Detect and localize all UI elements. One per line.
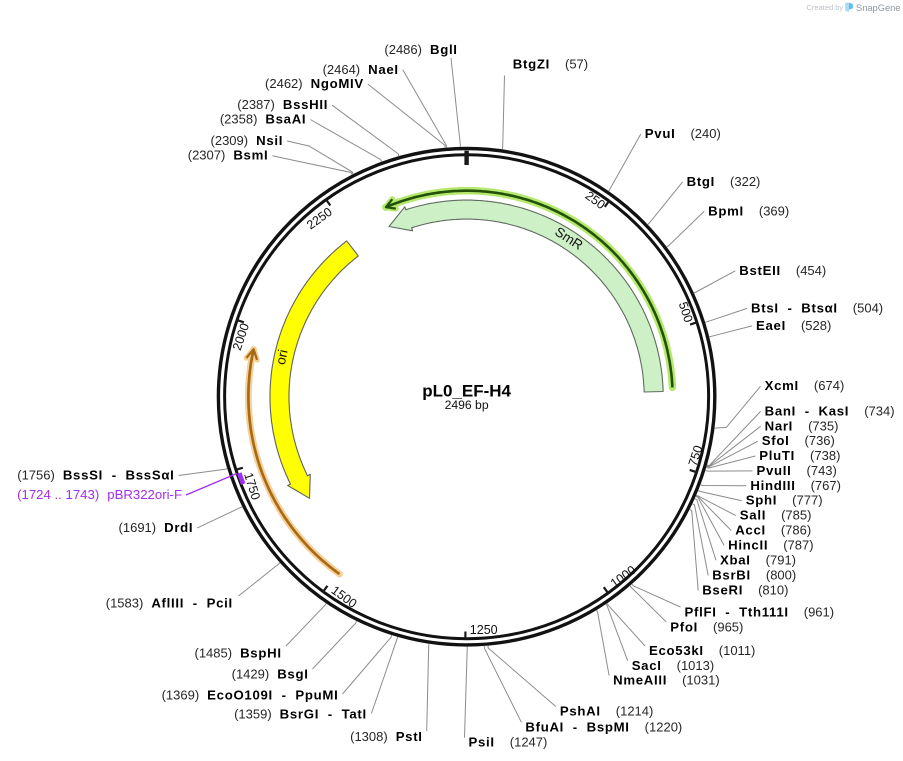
svg-text:EaeI(528): EaeI (528) [756,318,831,333]
svg-text:BanI - KasI(734): BanI - KasI (734) [765,403,895,418]
svg-text:BtsI - BtsαI(504): BtsI - BtsαI (504) [751,300,883,315]
svg-text:(1359)BsrGI - TatI: (1359) BsrGI - TatI [234,706,367,721]
svg-text:BfuAI - BspMI(1220): BfuAI - BspMI (1220) [525,719,682,734]
svg-text:(2307)BsmI: (2307) BsmI [188,148,269,163]
svg-text:(1583)AflIII - PciI: (1583) AflIII - PciI [106,596,233,611]
svg-text:SalI(785): SalI (785) [740,508,812,523]
svg-text:PfoI(965): PfoI (965) [670,620,743,635]
svg-text:500: 500 [676,300,696,324]
svg-text:SphI(777): SphI (777) [746,493,823,508]
svg-text:750: 750 [686,444,706,468]
svg-text:1250: 1250 [470,623,498,637]
svg-text:Created by: Created by [807,3,844,12]
svg-text:(2462)NgoMIV: (2462) NgoMIV [265,76,364,91]
svg-text:(2486)BglI: (2486) BglI [384,42,457,57]
svg-text:NmeAIII(1031): NmeAIII (1031) [613,673,720,688]
svg-text:BsrBI(800): BsrBI (800) [712,568,796,583]
svg-text:SnapGene: SnapGene [856,3,900,13]
svg-text:XbaI(791): XbaI (791) [720,552,796,567]
svg-text:(1485)BspHI: (1485) BspHI [195,646,282,661]
svg-text:(1691)DrdI: (1691) DrdI [119,520,194,535]
svg-text:PshAI(1214): PshAI (1214) [560,704,653,719]
svg-text:AccI(786): AccI (786) [735,523,811,538]
svg-text:BtgZI(57): BtgZI (57) [513,56,588,71]
svg-text:Eco53kI(1011): Eco53kI (1011) [649,643,755,658]
svg-text:(1308)PstI: (1308) PstI [350,729,423,744]
svg-text:BpmI(369): BpmI (369) [708,203,789,218]
svg-text:PluTI(738): PluTI (738) [759,448,840,463]
svg-text:PsiI(1247): PsiI (1247) [469,735,548,750]
svg-text:(1756)BssSI - BssSαI: (1756) BssSI - BssSαI [17,468,174,483]
svg-text:BtgI(322): BtgI (322) [687,174,761,189]
svg-text:NarI(735): NarI (735) [765,418,839,433]
svg-text:PvuI(240): PvuI (240) [645,126,721,141]
svg-text:PvuII(743): PvuII (743) [757,463,837,478]
svg-text:HincII(787): HincII (787) [728,537,813,552]
svg-text:pL0_EF-H4: pL0_EF-H4 [422,382,511,401]
svg-text:BstEII(454): BstEII (454) [739,263,826,278]
svg-text:(2309)NsiI: (2309) NsiI [211,133,284,148]
svg-text:(2464)NaeI: (2464) NaeI [323,62,399,77]
svg-text:(2358)BsaAI: (2358) BsaAI [220,112,306,127]
svg-text:SacI(1013): SacI (1013) [632,658,715,673]
svg-text:PflFI - Tth111I(961): PflFI - Tth111I (961) [685,605,835,620]
svg-text:(1429)BsgI: (1429) BsgI [232,667,309,682]
svg-text:HindIII(767): HindIII (767) [750,478,841,493]
svg-text:XcmI(674): XcmI (674) [765,378,845,393]
svg-text:ori: ori [273,348,291,366]
svg-text:SfoI(736): SfoI (736) [762,433,835,448]
svg-text:2496 bp: 2496 bp [445,398,489,412]
svg-text:(2387)BssHII: (2387) BssHII [237,97,328,112]
svg-text:BseRI(810): BseRI (810) [702,582,788,597]
svg-text:(1369)EcoO109I - PpuMI: (1369) EcoO109I - PpuMI [162,688,339,703]
